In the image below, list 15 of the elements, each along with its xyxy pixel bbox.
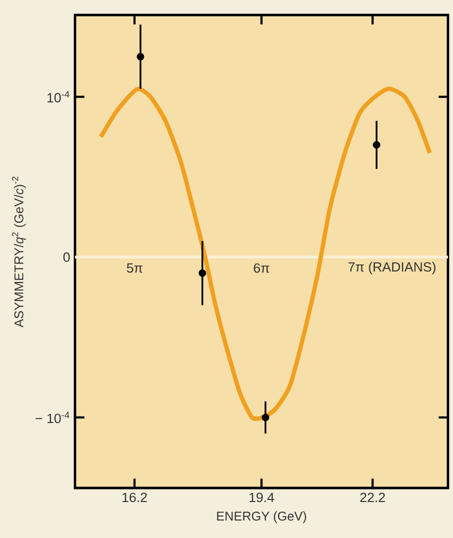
annotation: 6π (254, 263, 270, 273)
x-tick-label: 19.4 (250, 492, 274, 502)
y-tick-label: − 10$^{-4}$ (36, 412, 70, 424)
point (372, 141, 380, 149)
y-tick-label: 0 (63, 252, 70, 262)
x-tick-label: 22.2 (360, 492, 385, 502)
y-axis-title: ASYMMETRY/q$^{2}$ (GeV/c)$^{-2}$ (12, 176, 26, 328)
point (136, 52, 144, 60)
point (198, 269, 206, 277)
x-axis-title: ENERGY (GeV) (217, 511, 306, 524)
annotation: 5π (126, 263, 142, 273)
annotation: 7π (RADIANS) (348, 262, 436, 274)
y-tick-label: 10$^{-4}$ (48, 91, 70, 102)
point (262, 414, 270, 422)
x-tick-label: 16.2 (122, 492, 147, 502)
